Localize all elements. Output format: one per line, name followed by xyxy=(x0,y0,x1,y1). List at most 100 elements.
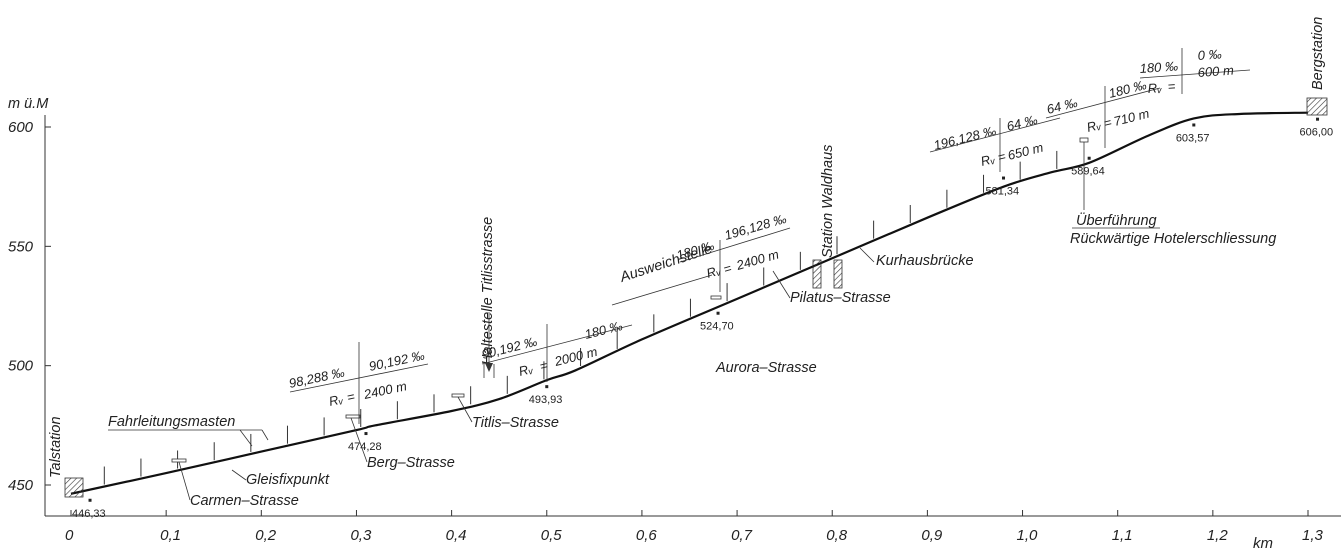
grad2-rv: Rᵥ xyxy=(517,361,535,379)
grad5-left: 64 ‰ xyxy=(1045,95,1079,117)
gradient-change-3: 180 ‰ 196,128 ‰ Rᵥ = 2400 m xyxy=(675,211,791,292)
pilatus-strasse-leader xyxy=(772,270,791,299)
grad3-rv: Rᵥ xyxy=(705,262,723,280)
mast-group xyxy=(103,150,1058,485)
spot-height-label: 581,34 xyxy=(986,186,1020,198)
bergstation-label: Bergstation xyxy=(1310,17,1326,90)
gleisfixpunkt-label: Gleisfixpunkt xyxy=(246,472,330,488)
berg-strasse-leader xyxy=(350,417,368,463)
x-tick-label: 0,6 xyxy=(636,527,658,544)
grad1-eq: = xyxy=(346,389,357,405)
fahrleitungsmasten-leader-2 xyxy=(239,429,253,447)
x-tick-label: 0,8 xyxy=(826,527,848,544)
spot-height-label: 524,70 xyxy=(700,321,734,333)
spot-height-marker xyxy=(364,432,368,436)
y-tick-label: 500 xyxy=(8,358,34,375)
spot-height-marker xyxy=(1002,176,1006,180)
titlis-bridge-symbol xyxy=(451,393,465,398)
x-tick-label: 1,0 xyxy=(1017,527,1039,544)
spot-height-label: 603,57 xyxy=(1176,132,1210,144)
carmen-strasse-leader xyxy=(178,461,191,501)
spot-height-group: 446,33 474,28 493,93 524,70 581,34 589,64 603,… xyxy=(72,117,1334,520)
profile-line xyxy=(70,111,1309,495)
grad3-right: 196,128 ‰ xyxy=(723,211,788,243)
berg-bridge-symbol xyxy=(345,414,361,419)
kurhausbruecke-label: Kurhausbrücke xyxy=(876,253,974,269)
ausweichstelle-bracket xyxy=(611,274,713,306)
grad5-rv: Rᵥ xyxy=(1085,117,1103,135)
grad2-radius: 2000 m xyxy=(552,344,599,369)
haltestelle-arrowhead xyxy=(485,363,493,372)
grad2-eq: = xyxy=(538,357,549,373)
x-tick-group: 0 0,1 0,2 0,3 0,4 0,5 0,6 0,7 0,8 0,9 1,0 1,1 1,2 1,3 xyxy=(65,510,1324,544)
x-tick-label: 0,3 xyxy=(350,527,372,544)
grad4-right: 64 ‰ xyxy=(1005,112,1039,134)
grad4-left: 196,128 ‰ xyxy=(932,123,997,153)
grad1-rv: Rᵥ xyxy=(328,391,345,409)
grad6-left: 180 ‰ xyxy=(1139,58,1178,76)
y-axis-label: m ü.M xyxy=(8,96,49,112)
spot-height-marker xyxy=(1087,156,1091,160)
pilatus-strasse-label: Pilatus–Strasse xyxy=(790,290,891,306)
aurora-strasse-label: Aurora–Strasse xyxy=(715,360,817,376)
fahrleitungsmasten-leader-3 xyxy=(261,429,269,441)
station-waldhaus-hatch xyxy=(812,259,822,289)
spot-height-label: 474,28 xyxy=(348,441,382,453)
x-tick-label: 0,2 xyxy=(255,527,277,544)
carmen-bridge-symbol xyxy=(171,458,187,463)
gleisfixpunkt-leader xyxy=(231,469,247,481)
x-tick-label: 1,1 xyxy=(1112,527,1133,544)
x-tick-label: 0 xyxy=(65,527,74,544)
gradient-change-2: 90,192 ‰ 180 ‰ Rᵥ = 2000 m xyxy=(480,318,633,382)
spot-height-label: 589,64 xyxy=(1071,166,1105,178)
spot-height-label: 606,00 xyxy=(1300,127,1334,139)
y-tick-label: 450 xyxy=(8,477,34,494)
x-tick-label: 1,3 xyxy=(1302,527,1324,544)
x-tick-label: 1,2 xyxy=(1207,527,1229,544)
grad4-eq: = xyxy=(996,148,1007,164)
spot-height-marker xyxy=(545,385,549,389)
y-tick-label: 550 xyxy=(8,238,34,255)
ueberfuehrung-label: Überführung xyxy=(1076,211,1157,229)
x-tick-label: 0,4 xyxy=(446,527,467,544)
kurhausbruecke-leader xyxy=(859,247,875,263)
gradient-change-6: 180 ‰ 0 ‰ Rᵥ = 600 m xyxy=(1139,46,1251,96)
grad1-radius: 2400 m xyxy=(362,378,409,402)
y-tick-group: 450 500 550 600 xyxy=(8,119,51,494)
grad5-radius: 710 m xyxy=(1112,106,1151,129)
grad6-right: 0 ‰ xyxy=(1197,46,1222,63)
x-tick-label: 0,1 xyxy=(160,527,181,544)
station-waldhaus-hatch-2 xyxy=(833,259,843,289)
spot-height-marker xyxy=(88,498,92,502)
grad3-radius: 2400 m xyxy=(734,246,781,273)
spot-height-marker xyxy=(716,311,720,315)
grad4-rv: Rᵥ xyxy=(979,151,997,169)
titlis-strasse-label: Titlis–Strasse xyxy=(472,415,559,431)
x-axis-label: km xyxy=(1253,535,1273,551)
gradient-change-1: 98,288 ‰ 90,192 ‰ Rᵥ = 2400 m xyxy=(288,342,429,424)
gradient-change-4: 196,128 ‰ 64 ‰ Rᵥ = 650 m xyxy=(929,112,1061,172)
carmen-strasse-label: Carmen–Strasse xyxy=(190,493,299,509)
grad4-radius: 650 m xyxy=(1006,140,1045,163)
station-waldhaus-label: Station Waldhaus xyxy=(820,145,836,258)
grad6-radius: 600 m xyxy=(1197,62,1234,79)
talstation-hatch xyxy=(64,477,84,498)
spot-height-marker xyxy=(1192,123,1196,127)
grad6-rv: Rᵥ xyxy=(1147,80,1162,96)
spot-height-label: 493,93 xyxy=(529,394,563,406)
aurora-bridge-symbol xyxy=(710,295,722,300)
hotelerschliessung-label: Rückwärtige Hotelerschliessung xyxy=(1070,231,1276,247)
spot-height-label: 446,33 xyxy=(72,508,106,520)
y-tick-label: 600 xyxy=(8,119,34,136)
x-tick-label: 0,5 xyxy=(541,527,563,544)
grad6-eq: = xyxy=(1167,78,1176,94)
x-tick-label: 0,9 xyxy=(921,527,943,544)
grad5-right: 180 ‰ xyxy=(1107,77,1148,101)
berg-strasse-label: Berg–Strasse xyxy=(367,455,455,471)
haltestelle-label: Haltestelle Titlisstrasse xyxy=(480,217,496,365)
ueberfuehrung-symbol xyxy=(1079,137,1089,143)
spot-height-marker xyxy=(1316,117,1320,121)
grad3-eq: = xyxy=(722,260,734,277)
grad5-eq: = xyxy=(1102,114,1113,130)
